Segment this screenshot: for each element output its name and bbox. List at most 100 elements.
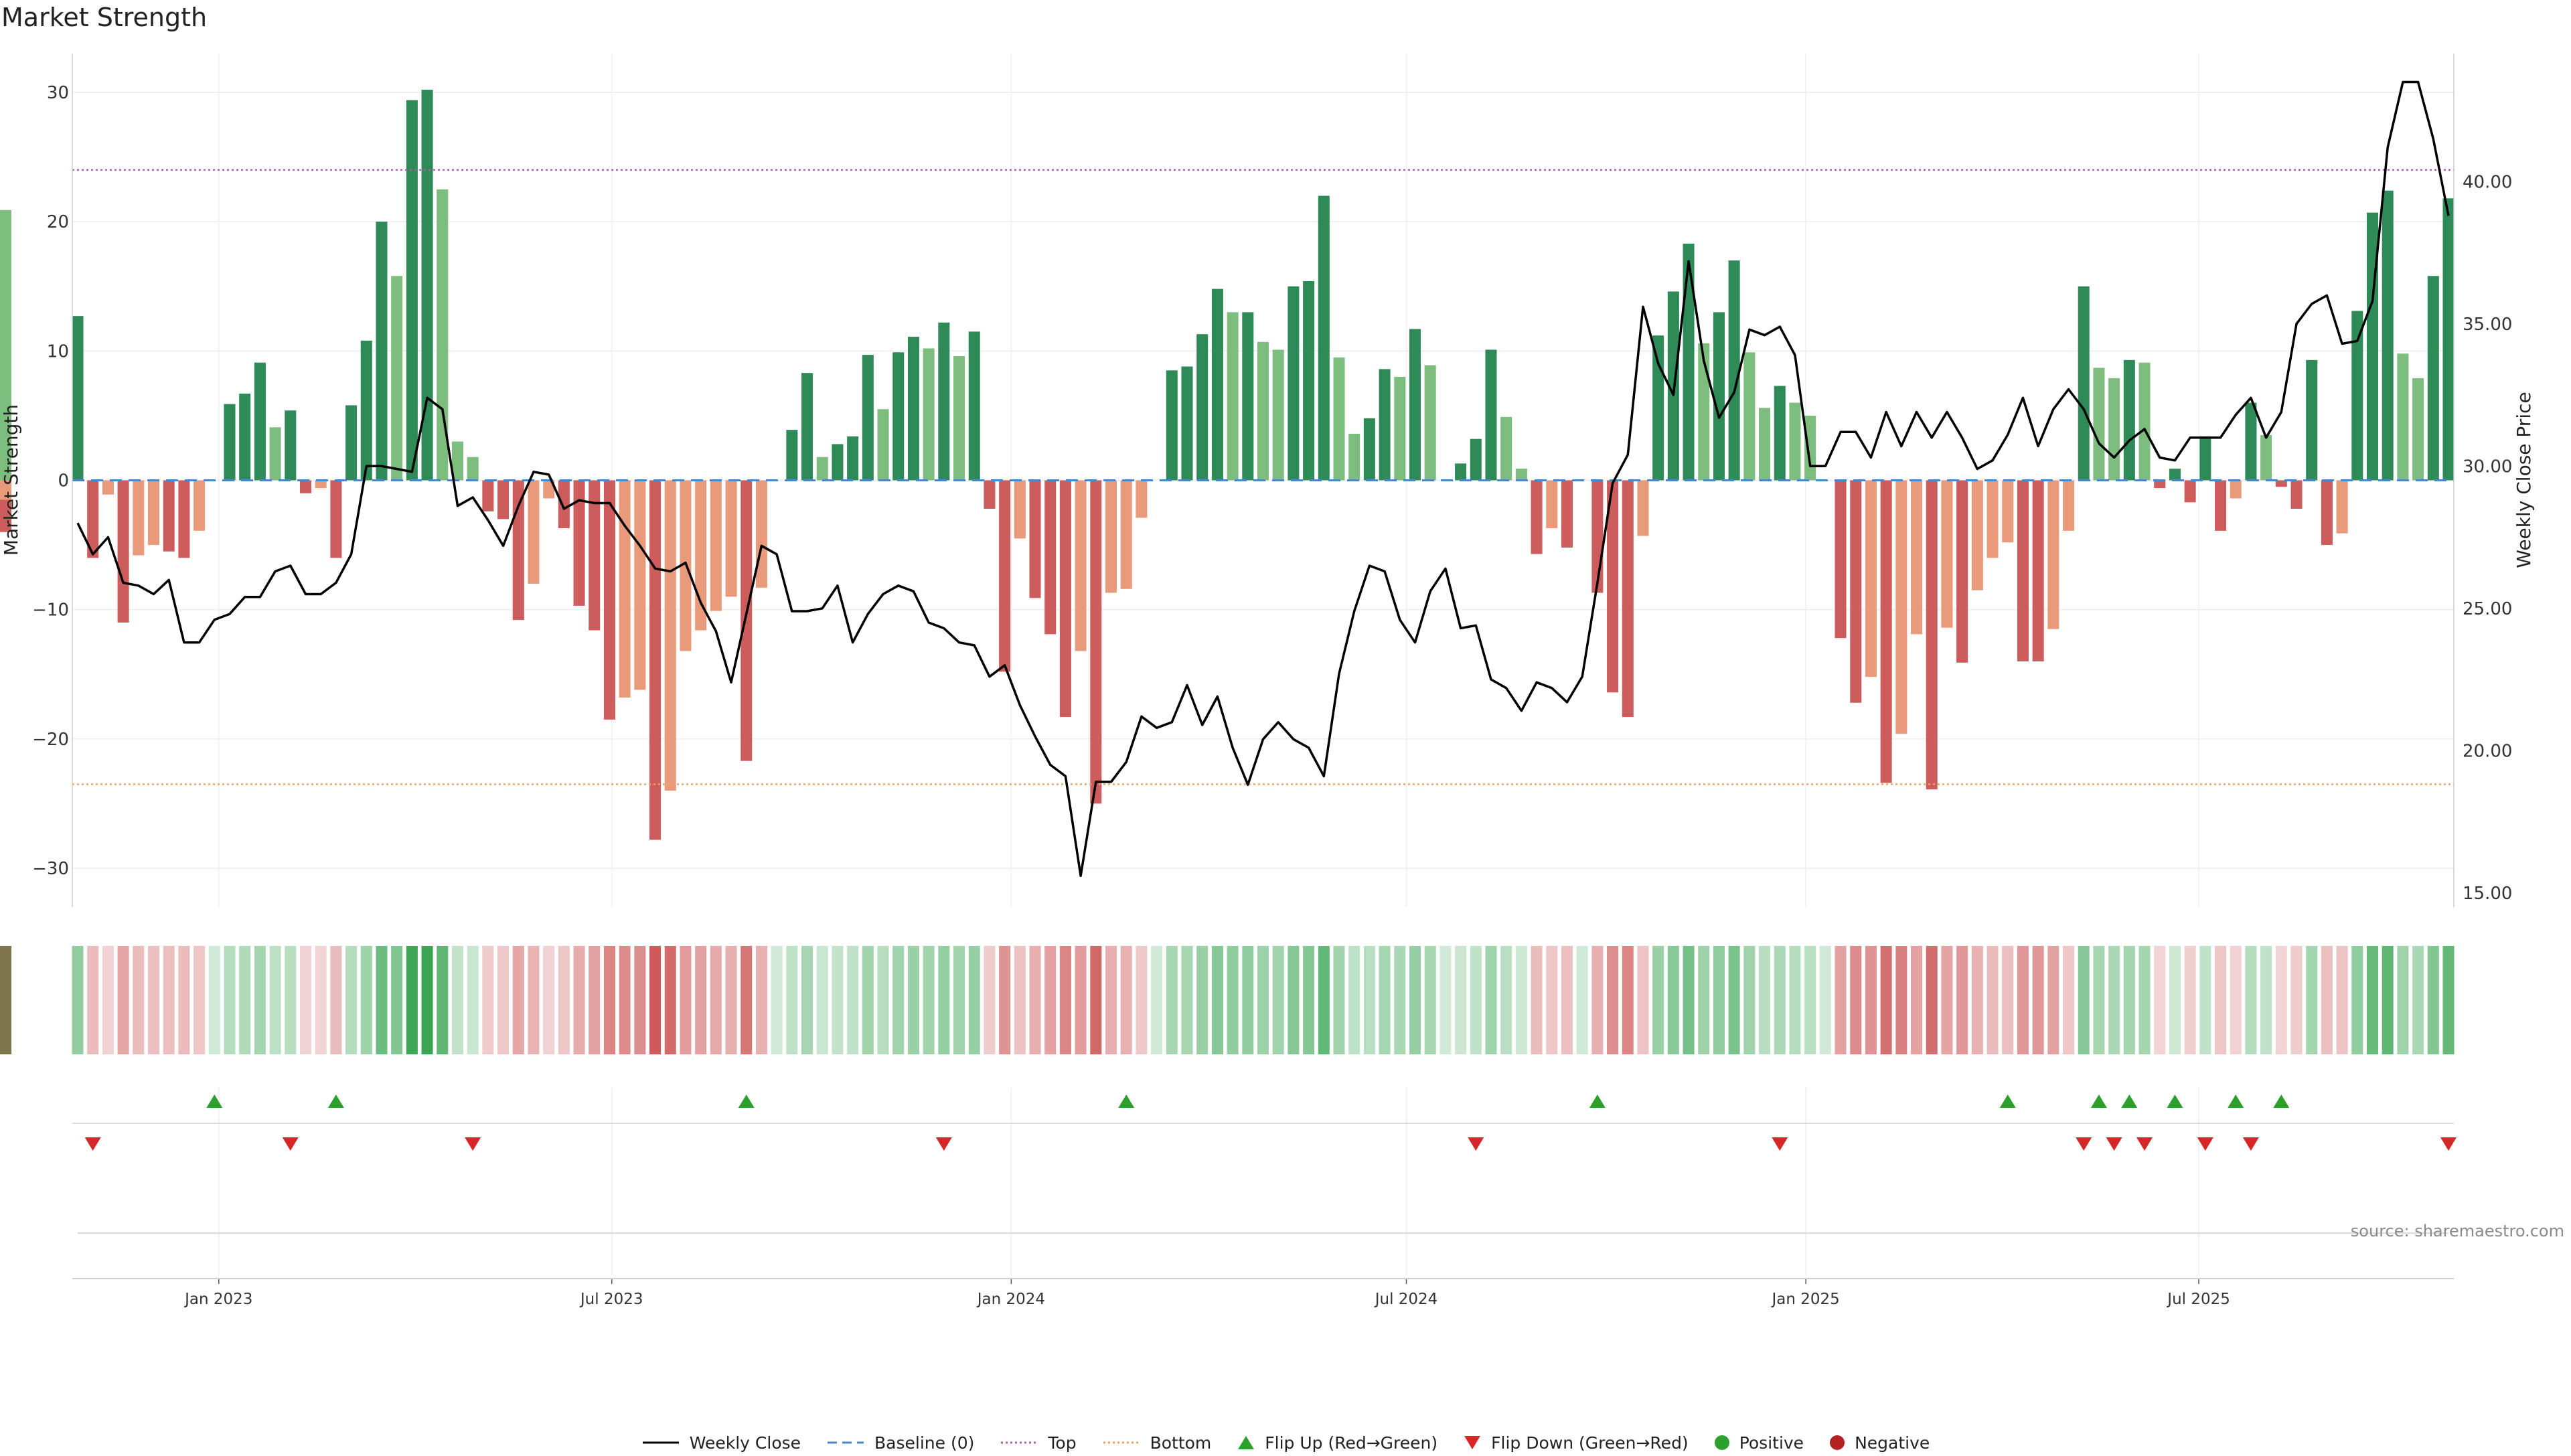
legend-swatch-line (642, 1441, 679, 1444)
strength-bar (847, 436, 859, 481)
legend-label-flip-down: Flip Down (Green→Red) (1491, 1433, 1689, 1453)
flip-up-marker (327, 1095, 344, 1108)
strength-bar (2184, 480, 2196, 503)
heat-cell (1227, 946, 1239, 1054)
strength-bar (1683, 243, 1695, 481)
strength-bar (0, 357, 12, 481)
legend-item-negative: Negative (1829, 1433, 1930, 1453)
strength-bar (755, 480, 767, 588)
heat-cell (2306, 946, 2318, 1054)
strength-bar (1895, 480, 1907, 734)
strength-bar (1196, 334, 1209, 481)
heat-cell (2366, 946, 2379, 1054)
strength-bar (573, 480, 585, 606)
heat-cell (1804, 946, 1816, 1054)
heat-cell (1759, 946, 1771, 1054)
heat-cell (345, 946, 358, 1054)
strength-bar (2230, 480, 2242, 499)
heat-cell (695, 946, 707, 1054)
heat-cell (1348, 946, 1360, 1054)
heat-cell (437, 946, 449, 1054)
heat-cell (1591, 946, 1604, 1054)
heat-cell (2078, 946, 2090, 1054)
heat-cell (2351, 946, 2363, 1054)
strength-bar (923, 348, 935, 481)
heat-cell (1607, 946, 1619, 1054)
flip-up-marker (1999, 1095, 2016, 1108)
strength-bar (2382, 190, 2394, 481)
heat-cell (1288, 946, 1300, 1054)
flip-up-marker (2090, 1095, 2107, 1108)
strength-bar (2290, 480, 2303, 509)
legend: Weekly Close Baseline (0) Top Bottom Fli… (0, 1429, 2571, 1456)
heat-cell (0, 946, 12, 1054)
heat-cell (892, 946, 905, 1054)
strength-bar (1835, 480, 1847, 639)
strength-bar (1090, 480, 1102, 804)
heat-cell (1683, 946, 1695, 1054)
heat-cell (1409, 946, 1421, 1054)
strength-bar (1059, 480, 1071, 718)
strength-bar (239, 394, 251, 481)
heat-cell (816, 946, 828, 1054)
heat-cell (1379, 946, 1391, 1054)
heat-cell (1485, 946, 1497, 1054)
strength-bar (1865, 480, 1877, 677)
legend-item-positive: Positive (1714, 1433, 1804, 1453)
heat-cell (376, 946, 388, 1054)
heat-cell (2138, 946, 2151, 1054)
strength-bar (1120, 480, 1132, 589)
y2-tick-label: 30.00 (2463, 457, 2512, 477)
strength-bar (2306, 359, 2318, 481)
flip-down-marker (1468, 1137, 1484, 1151)
heat-cell (391, 946, 403, 1054)
heat-cell (603, 946, 615, 1054)
flip-down-marker (2242, 1137, 2259, 1151)
axes: 30 20 10 0 −10 −20 −30 40.00 35.00 30.00 25.00 20.0… (0, 54, 2535, 1308)
strength-bar (391, 276, 403, 481)
strength-bar (619, 480, 631, 698)
strength-bar (1227, 312, 1239, 481)
strength-bar (2169, 469, 2181, 481)
strength-bar (1926, 480, 1938, 790)
triangle-down-icon (1464, 1436, 1481, 1449)
heat-cell (2321, 946, 2333, 1054)
heat-cell (755, 946, 767, 1054)
heat-cell (1835, 946, 1847, 1054)
heat-cell (315, 946, 327, 1054)
strength-bar (1759, 408, 1771, 481)
heat-cell (2412, 946, 2424, 1054)
heat-cell (1424, 946, 1436, 1054)
flip-down-marker (2076, 1137, 2092, 1151)
heat-cell (1196, 946, 1209, 1054)
strength-bar (1546, 480, 1558, 528)
heat-cell (801, 946, 813, 1054)
heat-cell (1515, 946, 1527, 1054)
strength-bar (1409, 329, 1421, 481)
heat-cell (2002, 946, 2014, 1054)
heat-cell (1622, 946, 1634, 1054)
strength-bar (2275, 480, 2287, 487)
heat-cell (163, 946, 175, 1054)
flip-up-marker (206, 1095, 223, 1108)
heat-cell (2290, 946, 2303, 1054)
flip-down-marker (2440, 1137, 2457, 1151)
heat-cell (968, 946, 980, 1054)
price-line-layer (76, 80, 2450, 878)
heat-cell (907, 946, 919, 1054)
heat-cell (451, 946, 463, 1054)
strength-bar (877, 409, 889, 481)
strength-bar (589, 480, 601, 631)
heat-cell (1151, 946, 1163, 1054)
strength-bar (102, 480, 114, 495)
heat-cell (1257, 946, 1269, 1054)
legend-item-bottom: Bottom (1102, 1433, 1211, 1453)
heat-cell (1743, 946, 1756, 1054)
heat-cell (1576, 946, 1588, 1054)
heat-cell (1272, 946, 1284, 1054)
heat-cell (528, 946, 540, 1054)
heat-cell (938, 946, 950, 1054)
heat-cell (2442, 946, 2455, 1054)
strength-bar (193, 480, 206, 531)
strength-bar (2412, 378, 2424, 481)
